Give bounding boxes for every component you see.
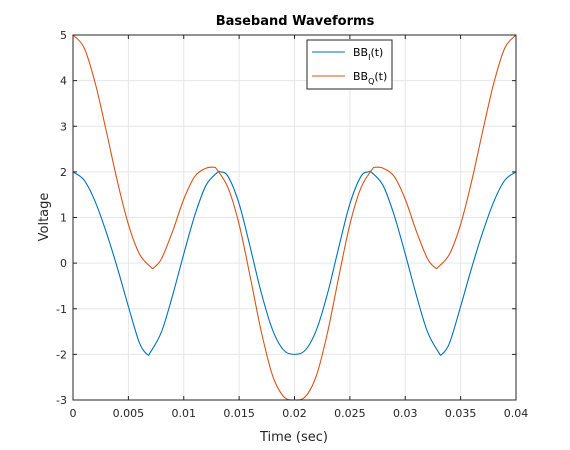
y-tick-label: 3 <box>60 120 67 133</box>
x-tick-label: 0.02 <box>282 407 307 420</box>
y-tick-label: 0 <box>60 257 67 270</box>
y-tick-label: 1 <box>60 212 67 225</box>
legend-label: BBI(t) <box>353 46 383 62</box>
y-tick-label: -1 <box>56 303 67 316</box>
y-tick-label: 5 <box>60 29 67 42</box>
x-tick-label: 0.035 <box>445 407 477 420</box>
x-tick-label: 0.04 <box>504 407 529 420</box>
y-tick-label: -3 <box>56 394 67 407</box>
x-tick-label: 0.03 <box>393 407 418 420</box>
legend: BBI(t) BBQ(t) <box>306 39 393 90</box>
y-tick-label: 4 <box>60 75 67 88</box>
x-tick-label: 0.01 <box>172 407 197 420</box>
series-line-i <box>72 170 517 356</box>
x-axis-label: Time (sec) <box>259 430 328 445</box>
legend-box <box>306 39 393 90</box>
x-tick-label: 0 <box>70 407 77 420</box>
chart-title: Baseband Waveforms <box>216 14 375 29</box>
x-tick-label: 0.025 <box>334 407 366 420</box>
axis-ticks: 0 0.005 0.01 0.015 0.02 0.025 0.03 0.035 0.04 -3 -… <box>56 29 528 420</box>
y-axis-label: Voltage <box>37 193 52 242</box>
legend-label: BBQ(t) <box>353 70 387 86</box>
x-tick-label: 0.005 <box>113 407 145 420</box>
y-tick-label: 2 <box>60 166 67 179</box>
x-tick-label: 0.015 <box>223 407 255 420</box>
y-tick-label: -2 <box>56 348 67 361</box>
